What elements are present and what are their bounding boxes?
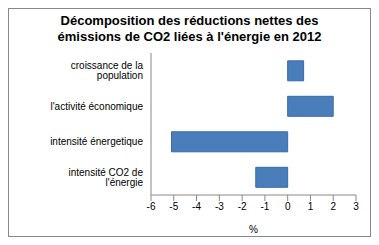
svg-text:-3: -3 — [215, 201, 224, 212]
svg-text:intensité CO2 del'énergie: intensité CO2 del'énergie — [69, 167, 144, 188]
html-text:Décomposition des réductions n: Décomposition des réductions nettes des … — [57, 13, 322, 44]
svg-text:3: 3 — [353, 201, 359, 212]
svg-text:l'activité économique: l'activité économique — [50, 101, 143, 112]
svg-text:-4: -4 — [192, 201, 201, 212]
svg-text:-6: -6 — [147, 201, 156, 212]
svg-text:-2: -2 — [238, 201, 247, 212]
svg-text:0: 0 — [285, 201, 291, 212]
svg-text:2: 2 — [330, 201, 336, 212]
svg-text:-5: -5 — [169, 201, 178, 212]
svg-text:1: 1 — [308, 201, 314, 212]
svg-text:-1: -1 — [260, 201, 269, 212]
svg-text:croissance de lapopulation: croissance de lapopulation — [71, 60, 144, 81]
svg-text:%: % — [249, 224, 258, 235]
svg-text:intensité énergetique: intensité énergetique — [50, 136, 143, 147]
